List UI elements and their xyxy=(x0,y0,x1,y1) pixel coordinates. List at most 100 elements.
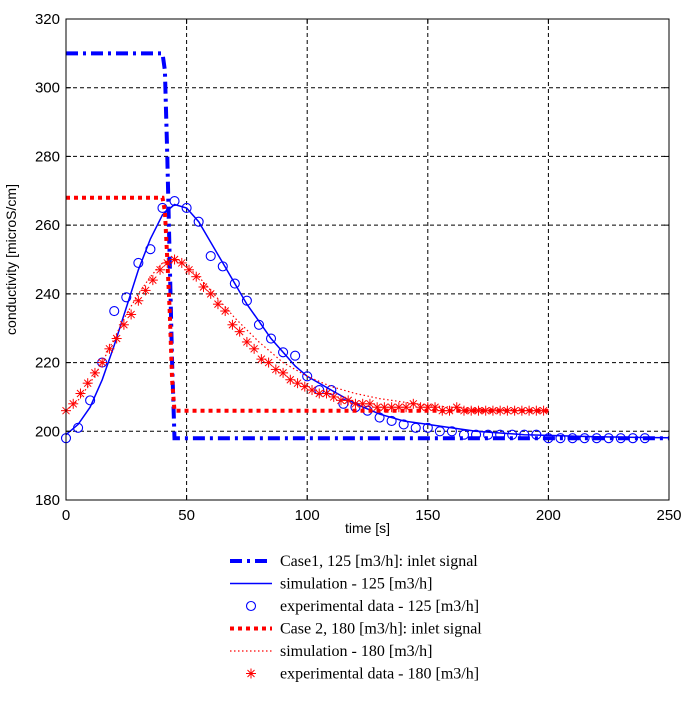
series-6-point xyxy=(155,264,166,275)
series-3-point xyxy=(603,433,614,444)
series-3-point xyxy=(470,429,482,440)
series-6-point xyxy=(82,378,93,389)
series-6-point xyxy=(89,367,100,378)
x-tick-label: 200 xyxy=(536,507,561,524)
y-tick-label: 260 xyxy=(35,217,60,234)
series-6-point xyxy=(104,343,115,354)
series-6-point xyxy=(256,354,267,365)
series-6-point xyxy=(466,405,477,416)
series-6-point xyxy=(169,254,180,265)
series-6-point xyxy=(118,319,129,330)
series-3-point xyxy=(531,429,542,440)
series-6-point xyxy=(444,405,455,416)
series-6-point xyxy=(205,288,216,299)
legend-item: experimental data - 180 [m3/h] xyxy=(246,666,479,683)
series-6-point xyxy=(249,343,260,354)
series-6-point xyxy=(220,306,231,317)
axis-ticks: 0 50 100 150 200 250 180 200 220 240 260 280 300 320 xyxy=(35,11,682,524)
series-6-point xyxy=(285,374,296,385)
series-6-point xyxy=(278,367,289,378)
series-layer xyxy=(60,51,670,444)
series-6-point xyxy=(451,402,462,413)
series-3-point xyxy=(265,333,277,344)
x-tick-label: 50 xyxy=(178,507,195,524)
series-3-point xyxy=(410,422,421,433)
series-3-point xyxy=(73,422,84,433)
series-3-point xyxy=(157,202,168,214)
series-3-point xyxy=(579,433,590,444)
series-3-point xyxy=(398,419,409,430)
series-2-line xyxy=(65,203,670,439)
plot-frame xyxy=(65,18,670,501)
series-6-point xyxy=(147,275,158,286)
series-3-point xyxy=(169,196,180,207)
series-3-point xyxy=(85,395,96,406)
grid xyxy=(66,19,669,500)
y-tick-label: 300 xyxy=(35,80,60,97)
legend-label: experimental data - 125 [m3/h] xyxy=(280,598,479,615)
y-tick-label: 200 xyxy=(35,423,60,440)
series-5-line xyxy=(65,258,549,412)
series-3-point xyxy=(543,433,554,444)
legend-item: simulation - 180 [m3/h] xyxy=(230,643,432,660)
series-6-point xyxy=(263,357,274,368)
series-3-point xyxy=(290,350,301,361)
series-6-point xyxy=(299,381,310,392)
series-3-point xyxy=(422,422,433,433)
series-3-point xyxy=(241,295,252,306)
legend-label: simulation - 180 [m3/h] xyxy=(280,643,432,660)
series-3-point xyxy=(615,433,626,444)
series-3-point xyxy=(253,319,265,330)
series-6-point xyxy=(321,388,332,399)
series-6-point xyxy=(538,405,549,416)
x-tick-label: 0 xyxy=(62,507,70,524)
series-6-point xyxy=(422,402,433,413)
y-tick-label: 280 xyxy=(35,148,60,165)
series-3-point xyxy=(374,412,385,423)
legend: Case1, 125 [m3/h]: inlet signal simulatio… xyxy=(230,553,482,683)
legend-marker xyxy=(245,600,257,612)
series-3-point xyxy=(121,292,132,303)
series-3-point xyxy=(495,429,506,440)
series-6-point xyxy=(191,271,202,282)
series-3-point xyxy=(278,347,289,358)
series-6-point xyxy=(415,402,426,413)
x-tick-label: 100 xyxy=(295,507,320,524)
series-3-point xyxy=(386,415,397,427)
series-4-line xyxy=(66,195,549,413)
series-6-point xyxy=(401,402,412,413)
series-3-point xyxy=(205,251,216,262)
legend-item: Case1, 125 [m3/h]: inlet signal xyxy=(230,553,478,570)
legend-label: experimental data - 180 [m3/h] xyxy=(280,666,479,683)
series-6-point xyxy=(357,398,368,409)
series-6-point xyxy=(408,398,419,409)
legend-label: simulation - 125 [m3/h] xyxy=(280,576,432,593)
legend-label: Case 2, 180 [m3/h]: inlet signal xyxy=(280,621,482,638)
series-3-point xyxy=(591,433,602,444)
series-6-point xyxy=(307,385,318,396)
series-6-point xyxy=(372,402,383,413)
series-3-point xyxy=(193,216,204,227)
series-6-point xyxy=(212,299,223,310)
series-6-point xyxy=(126,309,137,320)
series-6-point xyxy=(292,378,303,389)
series-3-point xyxy=(627,433,638,444)
legend-label: Case1, 125 [m3/h]: inlet signal xyxy=(280,553,478,570)
series-3-point xyxy=(145,244,156,255)
series-3-point xyxy=(434,426,445,437)
series-6-point xyxy=(176,257,187,268)
series-3-point xyxy=(229,278,240,289)
series-3-point xyxy=(217,261,228,272)
series-6-point xyxy=(430,402,441,413)
series-6-point xyxy=(270,364,281,375)
series-3-point xyxy=(181,202,192,214)
x-tick-label: 150 xyxy=(415,507,440,524)
series-6-point xyxy=(343,395,354,406)
series-3-point xyxy=(555,433,566,444)
series-3-point xyxy=(302,371,313,382)
series-6-point xyxy=(241,336,252,347)
y-tick-label: 320 xyxy=(35,11,60,28)
series-6-point xyxy=(328,391,339,402)
legend-item: Case 2, 180 [m3/h]: inlet signal xyxy=(230,621,482,638)
